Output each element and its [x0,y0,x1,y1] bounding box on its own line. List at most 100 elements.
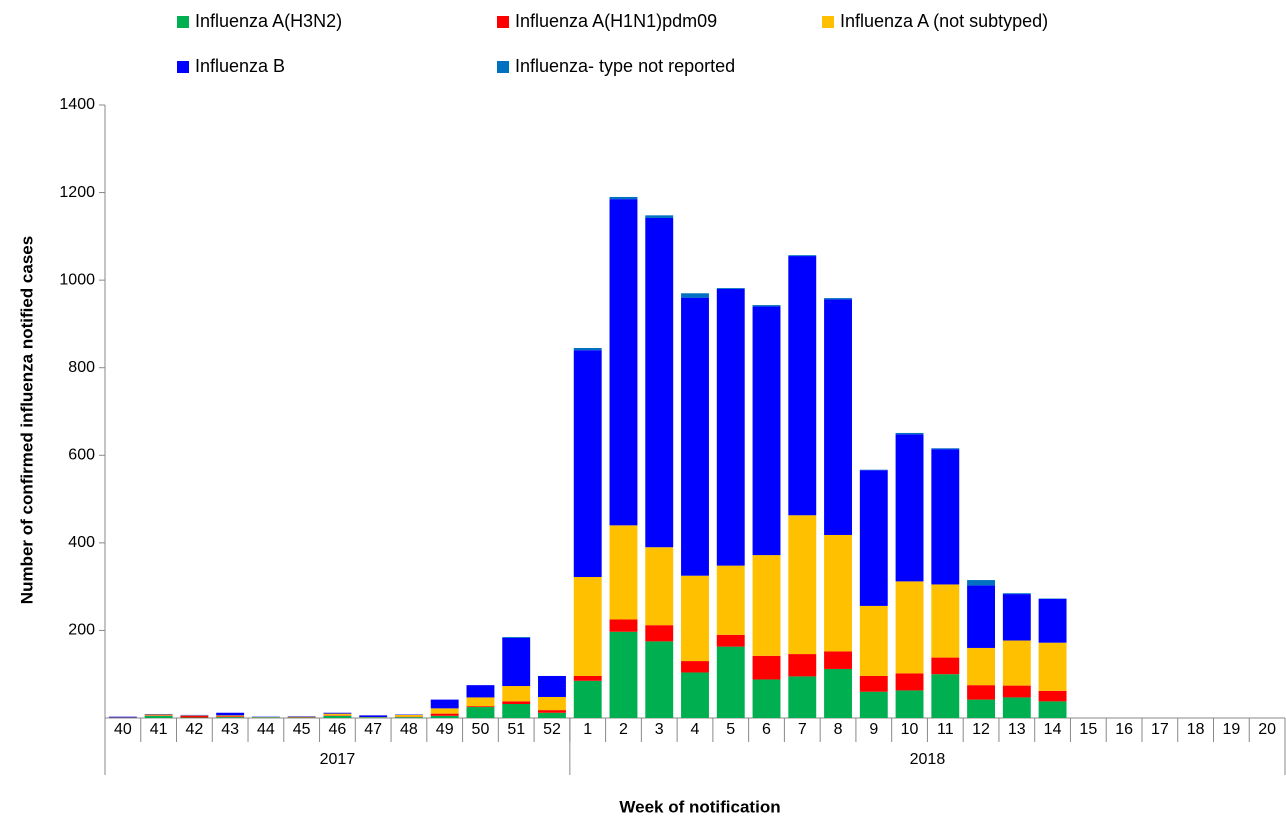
y-tick-label: 1400 [59,96,95,113]
y-tick-label: 600 [68,447,95,464]
legend-swatch [177,16,189,28]
legend-label: Influenza A(H3N2) [195,11,342,31]
bar-segment [824,299,852,535]
bar-segment [467,685,495,697]
y-tick-label: 1200 [59,184,95,201]
bar-segment [1039,643,1067,691]
bar-segment [896,434,924,581]
legend-label: Influenza A (not subtyped) [840,11,1048,31]
x-tick-label: 46 [329,721,347,738]
bar-segment [931,674,959,718]
bar-segment [967,648,995,685]
bar-segment [824,669,852,718]
bar-segment [645,625,673,641]
x-tick-label: 19 [1222,721,1240,738]
bar-segment [431,708,459,713]
x-tick-label: 7 [798,721,807,738]
bar-segment [502,704,530,718]
legend-label: Influenza B [195,56,285,76]
bar-segment [681,661,709,672]
x-tick-label: 4 [691,721,700,738]
bar-segment [574,676,602,681]
x-tick-label: 45 [293,721,311,738]
x-tick-label: 1 [583,721,592,738]
bar-segment [395,717,423,718]
bar-segment [431,700,459,709]
y-tick-label: 400 [68,534,95,551]
x-tick-label: 17 [1151,721,1169,738]
x-axis-title: Week of notification [619,797,780,816]
bar-segment [788,676,816,718]
bar-segment [896,581,924,673]
bar-segment [610,525,638,619]
bar-segment [1039,691,1067,702]
bar-segment [896,433,924,434]
bar-segment [717,566,745,635]
x-tick-label: 18 [1187,721,1205,738]
bar-segment [216,716,244,717]
x-tick-label: 40 [114,721,132,738]
bar-segment [502,701,530,704]
bar-segment [681,293,709,297]
legend-label: Influenza A(H1N1)pdm09 [515,11,717,31]
legend-label: Influenza- type not reported [515,56,735,76]
x-tick-label: 49 [436,721,454,738]
bar-segment [896,690,924,718]
bar-segment [788,255,816,256]
bar-segment [717,647,745,718]
bar-segment [610,619,638,631]
x-tick-label: 51 [507,721,525,738]
bar-segment [967,585,995,648]
x-tick-label: 52 [543,721,561,738]
bar-segment [467,706,495,707]
bar-segment [467,697,495,706]
bar-segment [717,635,745,647]
bar-segment [824,298,852,299]
bar-segment [896,673,924,690]
bar-segment [788,256,816,515]
x-tick-label: 42 [185,721,203,738]
bar-segment [574,577,602,676]
bar-segment [502,638,530,686]
bar-segment [681,298,709,576]
bar-segment [109,717,137,718]
x-tick-label: 41 [150,721,168,738]
x-tick-label: 44 [257,721,275,738]
x-tick-label: 20 [1258,721,1276,738]
x-tick-label: 13 [1008,721,1026,738]
x-tick-label: 48 [400,721,418,738]
bar-segment [824,651,852,669]
x-tick-label: 12 [972,721,990,738]
x-tick-label: 11 [937,721,954,738]
bar-segment [323,716,351,718]
x-tick-label: 3 [655,721,664,738]
bar-segment [645,547,673,625]
bar-segment [145,716,173,718]
bar-segment [753,679,781,718]
bar-segment [145,714,173,715]
bar-segment [431,714,459,716]
x-tick-label: 47 [364,721,382,738]
bar-segment [788,654,816,676]
bar-segment [538,713,566,718]
bar-segment [967,580,995,585]
x-tick-label: 16 [1115,721,1133,738]
bar-segment [1003,697,1031,718]
bar-segment [645,218,673,547]
bar-segment [431,716,459,718]
x-tick-label: 9 [869,721,878,738]
legend-swatch [497,16,509,28]
legend-swatch [497,61,509,73]
bar-segment [681,576,709,661]
bar-segment [1003,686,1031,698]
x-tick-label: 14 [1044,721,1062,738]
bar-segment [574,681,602,718]
x-group-label: 2018 [910,751,946,768]
bar-segment [1039,701,1067,718]
y-tick-label: 200 [68,622,95,639]
bar-segment [1003,593,1031,594]
bar-segment [1003,594,1031,640]
bar-segment [610,197,638,199]
x-group-label: 2017 [320,751,356,768]
bar-segment [788,515,816,654]
